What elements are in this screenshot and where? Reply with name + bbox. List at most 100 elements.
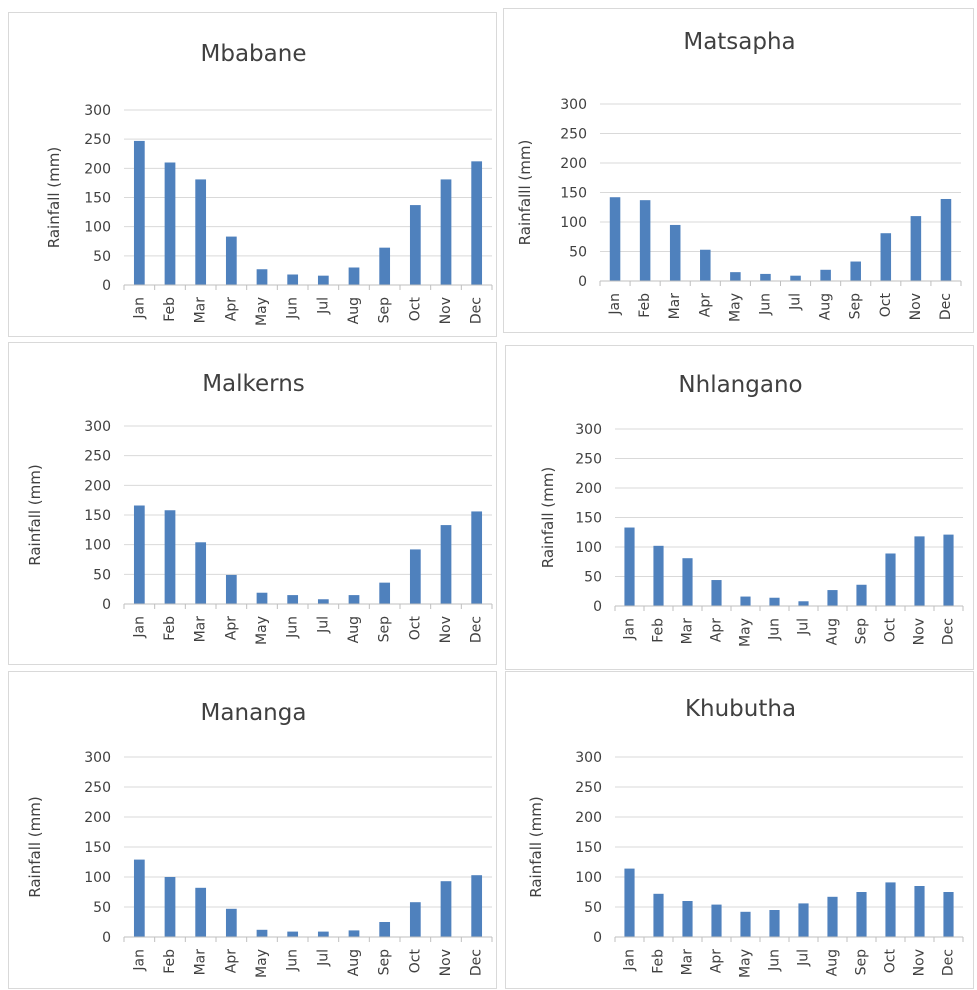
- y-tick-label-matsapha-250: 250: [560, 127, 587, 143]
- y-tick-label-mbabane-200: 200: [84, 161, 111, 177]
- bar-malkerns-aug: [348, 595, 360, 604]
- chart-title-matsapha: Matsapha: [683, 29, 795, 55]
- y-tick-label-mananga-100: 100: [84, 870, 111, 886]
- y-tick-label-mananga-150: 150: [84, 840, 111, 856]
- chart-panel-khubutha: Khubutha 0 50 100 150 200 250 300 Rainfall (mm) J…: [505, 671, 974, 989]
- y-axis-label-mananga: Rainfall (mm): [26, 796, 44, 897]
- bar-khubutha-jul: [798, 903, 809, 937]
- x-tick-label-nhlangano-sep: Sep: [854, 618, 870, 645]
- x-tick-label-nhlangano-may: May: [738, 618, 754, 647]
- bar-matsapha-aug: [820, 269, 831, 281]
- chart-panel-mananga: Mananga 0 50 100 150 200 250 300 Rainfall (mm) Ja…: [8, 671, 497, 989]
- x-tick-label-khubutha-nov: Nov: [912, 949, 928, 976]
- y-tick-label-matsapha-50: 50: [569, 245, 587, 261]
- x-tick-label-mbabane-sep: Sep: [377, 297, 393, 324]
- y-tick-label-nhlangano-150: 150: [575, 511, 602, 527]
- bar-matsapha-oct: [880, 233, 892, 281]
- x-tick-label-mbabane-jun: Jun: [285, 297, 301, 320]
- x-tick-label-mbabane-jul: Jul: [315, 297, 331, 315]
- x-tick-label-nhlangano-nov: Nov: [912, 618, 928, 645]
- x-tick-label-mananga-nov: Nov: [438, 949, 454, 976]
- bar-malkerns-apr: [225, 574, 237, 604]
- chart-title-malkerns: Malkerns: [202, 371, 305, 397]
- chart-title-nhlangano: Nhlangano: [678, 372, 802, 398]
- y-tick-label-khubutha-100: 100: [575, 870, 602, 886]
- x-tick-label-nhlangano-oct: Oct: [883, 618, 899, 643]
- bar-matsapha-apr: [700, 249, 711, 281]
- bar-mbabane-nov: [440, 179, 452, 285]
- y-tick-label-mananga-300: 300: [84, 750, 111, 766]
- x-tick-label-khubutha-feb: Feb: [651, 949, 667, 974]
- bar-matsapha-mar: [669, 224, 681, 281]
- x-tick-label-matsapha-may: May: [727, 293, 743, 322]
- chart-svg-khubutha: Khubutha 0 50 100 150 200 250 300 Rainfall (mm) J…: [527, 696, 964, 978]
- bar-mbabane-oct: [409, 205, 421, 285]
- bar-khubutha-mar: [682, 901, 693, 937]
- x-tick-label-mbabane-mar: Mar: [193, 297, 209, 324]
- bar-nhlangano-may: [740, 596, 751, 606]
- chart-panel-nhlangano: Nhlangano 0 50 100 150 200 250 300 Rainfall (mm)…: [505, 345, 974, 670]
- x-tick-label-matsapha-apr: Apr: [697, 293, 713, 317]
- bar-matsapha-nov: [910, 216, 922, 281]
- x-tick-label-mananga-aug: Aug: [346, 949, 362, 976]
- x-tick-label-malkerns-feb: Feb: [162, 616, 178, 641]
- x-tick-label-mbabane-jan: Jan: [131, 297, 147, 320]
- y-tick-label-nhlangano-0: 0: [593, 599, 602, 615]
- x-tick-label-malkerns-sep: Sep: [377, 616, 393, 643]
- bar-malkerns-jun: [287, 595, 299, 604]
- x-tick-label-mananga-feb: Feb: [162, 949, 178, 974]
- y-tick-label-matsapha-100: 100: [560, 215, 587, 231]
- y-tick-label-mbabane-50: 50: [93, 249, 111, 265]
- x-tick-label-malkerns-dec: Dec: [469, 616, 485, 643]
- bar-malkerns-oct: [409, 549, 421, 604]
- bar-malkerns-nov: [440, 525, 452, 604]
- bar-mananga-apr: [225, 908, 237, 937]
- x-tick-label-matsapha-sep: Sep: [848, 293, 864, 320]
- bar-nhlangano-jun: [769, 597, 780, 606]
- x-tick-label-khubutha-jul: Jul: [796, 949, 812, 967]
- y-tick-label-malkerns-200: 200: [84, 478, 111, 494]
- bar-malkerns-feb: [164, 510, 176, 604]
- y-tick-label-khubutha-300: 300: [575, 750, 602, 766]
- x-tick-label-nhlangano-jun: Jun: [767, 618, 783, 641]
- y-tick-label-mbabane-0: 0: [102, 278, 111, 294]
- y-tick-label-malkerns-250: 250: [84, 449, 111, 465]
- bar-mbabane-jan: [133, 140, 145, 285]
- x-tick-label-nhlangano-apr: Apr: [709, 618, 725, 642]
- bar-nhlangano-dec: [943, 534, 954, 606]
- bar-mbabane-sep: [379, 247, 391, 285]
- y-tick-label-khubutha-150: 150: [575, 840, 602, 856]
- bar-mbabane-mar: [195, 179, 207, 285]
- bar-mananga-may: [256, 929, 268, 937]
- y-tick-label-mbabane-250: 250: [84, 132, 111, 148]
- x-tick-label-nhlangano-jul: Jul: [796, 618, 812, 636]
- bar-matsapha-dec: [940, 198, 952, 281]
- bar-nhlangano-feb: [653, 545, 664, 606]
- x-tick-label-khubutha-may: May: [738, 949, 754, 978]
- chart-panel-matsapha: Matsapha 0 50 100 150 200 250 300 Rainfalll (mm)…: [503, 8, 974, 333]
- x-tick-label-malkerns-aug: Aug: [346, 616, 362, 643]
- bar-mbabane-may: [256, 269, 268, 285]
- bar-khubutha-aug: [827, 896, 838, 937]
- y-axis-label-nhlangano: Rainfall (mm): [539, 467, 557, 568]
- y-tick-label-nhlangano-50: 50: [584, 570, 602, 586]
- x-tick-label-malkerns-nov: Nov: [438, 616, 454, 643]
- y-tick-label-mbabane-100: 100: [84, 220, 111, 236]
- bar-mbabane-dec: [471, 161, 483, 285]
- bar-matsapha-jul: [790, 275, 801, 281]
- bar-khubutha-feb: [653, 893, 664, 937]
- y-tick-label-matsapha-200: 200: [560, 156, 587, 172]
- bar-nhlangano-jan: [624, 527, 635, 606]
- x-tick-label-khubutha-jan: Jan: [622, 949, 638, 972]
- x-tick-label-khubutha-apr: Apr: [709, 949, 725, 973]
- x-tick-label-khubutha-mar: Mar: [680, 949, 696, 976]
- x-tick-label-mbabane-dec: Dec: [469, 297, 485, 324]
- x-tick-label-malkerns-mar: Mar: [193, 616, 209, 643]
- y-axis-label-malkerns: Rainfall (mm): [26, 464, 44, 565]
- bar-nhlangano-jul: [798, 601, 809, 606]
- bar-nhlangano-sep: [856, 584, 867, 606]
- bar-mananga-aug: [348, 930, 360, 937]
- bar-mbabane-jul: [317, 275, 329, 285]
- bar-khubutha-nov: [914, 886, 925, 937]
- x-tick-label-mbabane-feb: Feb: [162, 297, 178, 322]
